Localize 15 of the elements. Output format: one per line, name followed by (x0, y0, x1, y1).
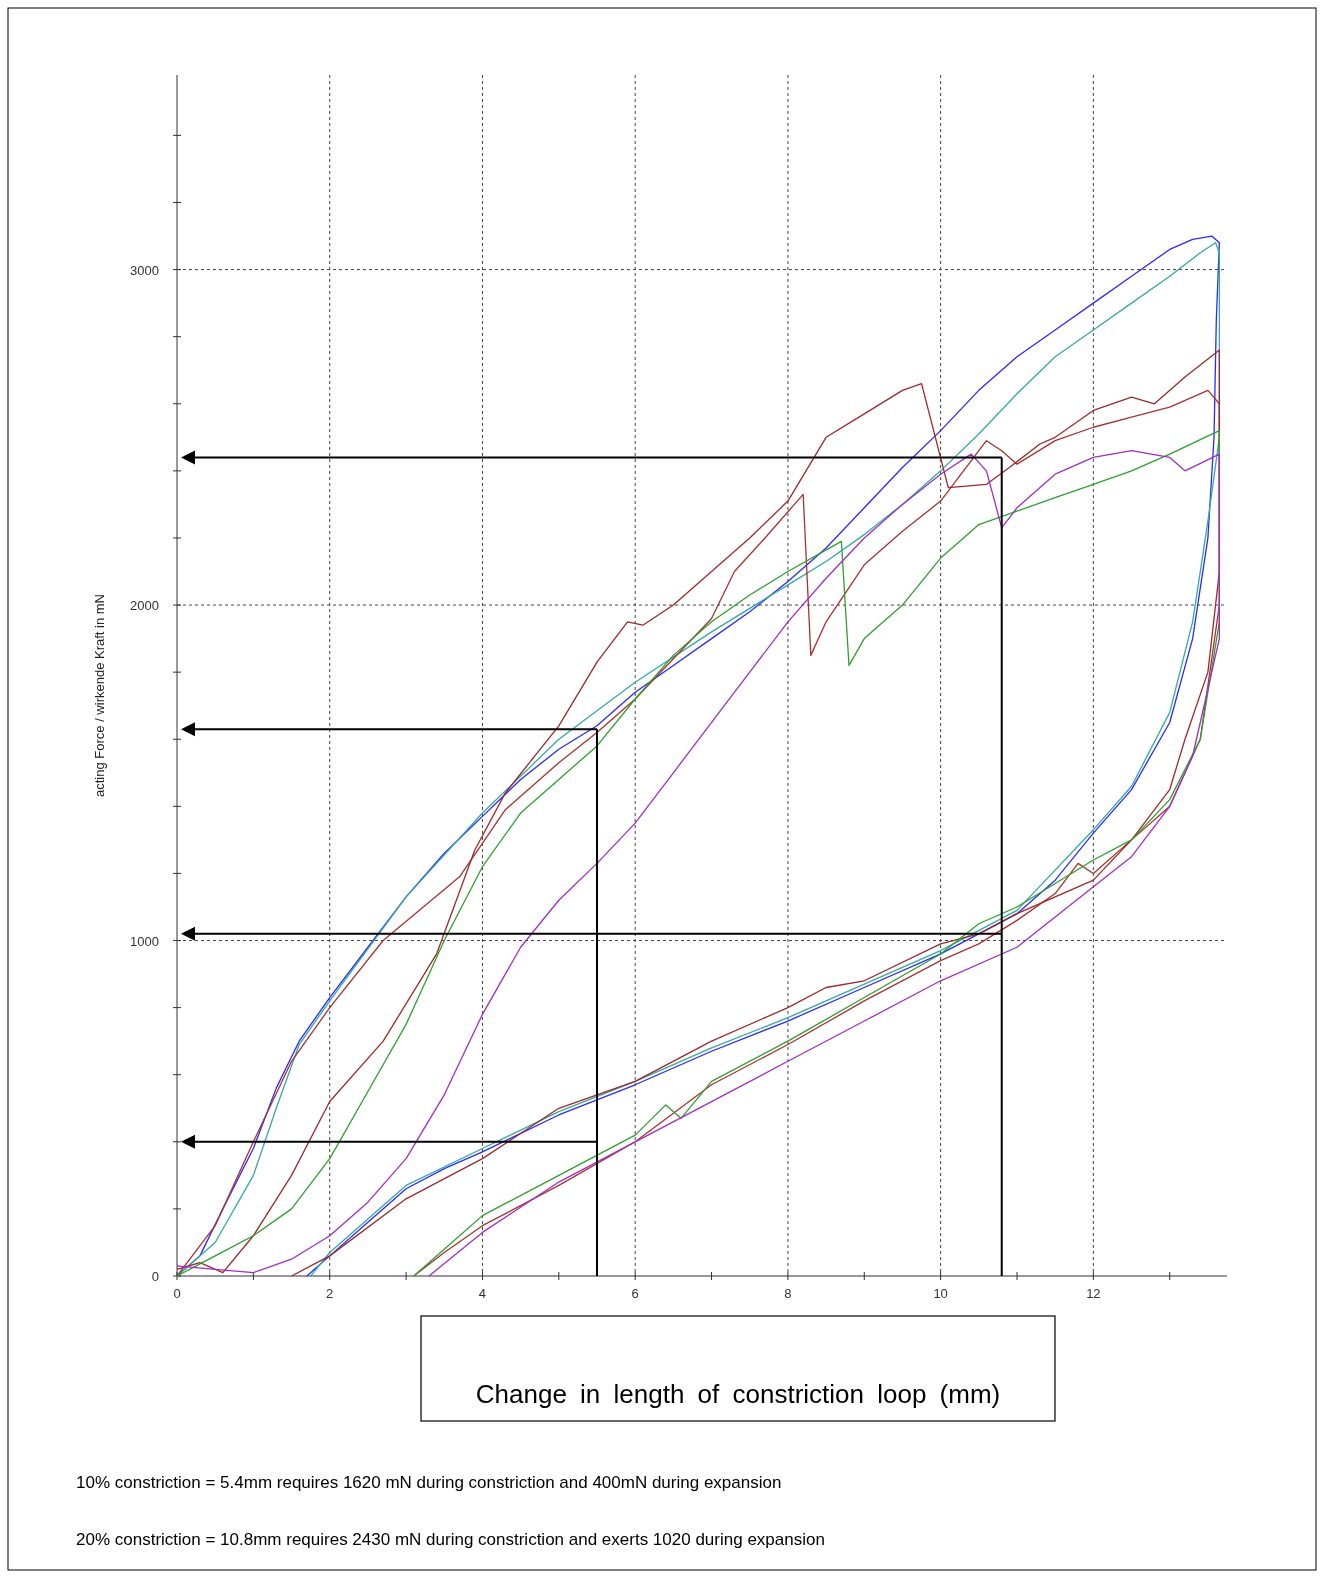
x-tick-label: 6 (631, 1286, 639, 1301)
x-tick-label: 4 (478, 1286, 487, 1301)
y-tick-label: 0 (151, 1269, 159, 1284)
text: 10% constriction = 5.4mm requires 1620 mN during constriction and 400mN during expansion (76, 1473, 782, 1492)
x-tick-label: 0 (173, 1286, 181, 1301)
y-tick-label: 1000 (130, 933, 159, 949)
x-tick-label: 12 (1086, 1286, 1101, 1301)
y-axis-title: acting Force / wirkende Kraft in mN (92, 593, 107, 798)
x-tick-label: 2 (326, 1286, 334, 1301)
x-tick-label: 8 (784, 1286, 792, 1301)
x-axis-title: Change in length of constriction loop (mm) (475, 1379, 1001, 1409)
y-tick-label: 2000 (130, 598, 159, 614)
x-tick-label: 10 (933, 1286, 948, 1301)
text: 20% constriction = 10.8mm requires 2430 mN during constriction and exerts 1020 during expansion (76, 1530, 825, 1549)
y-tick-label: 3000 (130, 262, 159, 278)
